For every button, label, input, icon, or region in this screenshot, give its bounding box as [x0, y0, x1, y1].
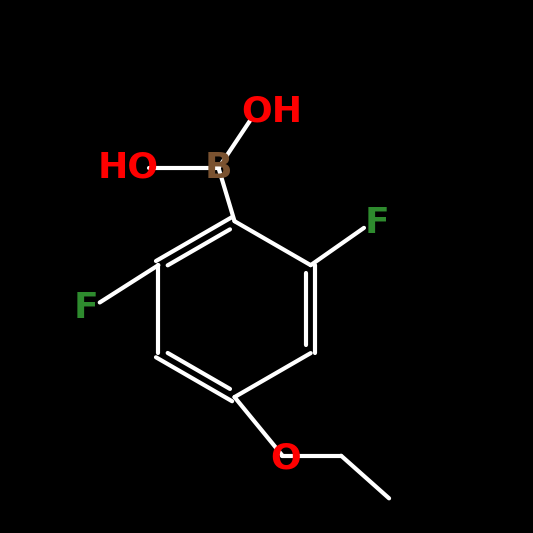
Text: F: F — [74, 291, 99, 325]
Text: F: F — [365, 206, 390, 239]
Text: O: O — [270, 441, 301, 475]
Text: HO: HO — [98, 151, 158, 185]
Text: OH: OH — [241, 95, 302, 129]
Text: B: B — [205, 151, 232, 185]
